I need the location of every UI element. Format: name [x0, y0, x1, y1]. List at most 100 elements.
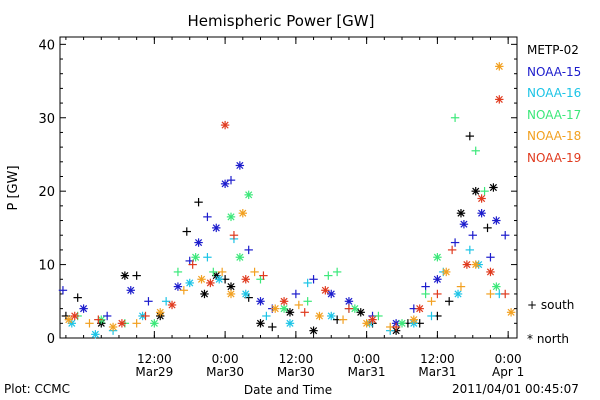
x-tick-label-date: Mar31 — [348, 365, 386, 379]
data-point-north — [173, 282, 183, 291]
series-noaa-17 — [73, 113, 501, 328]
data-point-south — [194, 197, 203, 207]
x-tick-label-time: 0:00 — [353, 352, 380, 366]
data-point-north — [462, 260, 472, 269]
data-point-south — [203, 253, 212, 262]
data-point-north — [194, 238, 203, 247]
data-point-south — [300, 308, 309, 317]
data-point-north — [486, 267, 495, 277]
y-tick-label: 10 — [38, 259, 55, 274]
data-point-south — [161, 297, 171, 306]
data-point-south — [262, 311, 271, 321]
data-point-north — [238, 208, 247, 218]
data-point-north — [279, 304, 289, 313]
legend-item-metp-02: METP-02 — [527, 43, 579, 57]
data-point-south — [468, 231, 477, 240]
data-point-south — [486, 289, 495, 299]
data-point-south — [291, 289, 301, 299]
data-point-north — [156, 308, 165, 317]
x-tick-label-date: Mar31 — [418, 365, 456, 379]
data-point-north — [495, 62, 504, 71]
data-point-north — [433, 253, 442, 262]
data-point-north — [285, 319, 295, 328]
data-point-south — [141, 311, 150, 321]
data-points — [58, 62, 516, 339]
data-point-north — [235, 253, 245, 262]
data-point-south — [421, 282, 430, 291]
data-point-south — [486, 253, 495, 262]
data-point-south — [501, 289, 510, 299]
data-point-north — [442, 267, 451, 277]
y-tick-label: 30 — [38, 112, 55, 127]
x-axis-label: Date and Time — [244, 383, 332, 397]
data-point-south — [182, 227, 191, 236]
data-point-south — [444, 297, 454, 306]
x-tick-label-time: 12:00 — [420, 352, 455, 366]
data-point-south — [226, 175, 236, 185]
data-point-south — [294, 300, 304, 310]
data-point-south — [374, 311, 383, 321]
data-point-north — [167, 300, 177, 310]
data-point-south — [229, 231, 239, 240]
data-point-south — [450, 238, 460, 247]
data-point-north — [271, 304, 280, 313]
data-point-south — [144, 297, 153, 306]
data-point-north — [409, 315, 419, 324]
data-point-north — [368, 315, 377, 324]
data-point-south — [85, 319, 94, 328]
data-point-south — [427, 311, 436, 321]
x-tick-label-time: 12:00 — [279, 352, 314, 366]
data-point-south — [471, 146, 480, 155]
data-point-north — [492, 282, 501, 291]
legend-item-noaa-16: NOAA-16 — [527, 86, 582, 100]
y-axis-label: P [GW] — [6, 165, 21, 210]
data-point-north — [456, 208, 466, 218]
data-point-south — [421, 289, 430, 299]
data-point-north — [70, 311, 79, 321]
data-point-north — [185, 278, 194, 288]
data-point-north — [108, 322, 118, 332]
data-point-south — [332, 267, 342, 277]
plot-frame — [59, 36, 518, 339]
data-point-north — [79, 304, 88, 313]
legend-item-noaa-19: NOAA-19 — [527, 150, 582, 165]
data-point-north — [492, 216, 501, 225]
y-tick-label: 40 — [38, 38, 55, 53]
data-point-south — [465, 131, 475, 141]
footer-timestamp: 2011/04/01 00:45:07 — [452, 382, 579, 396]
series-noaa-19 — [70, 95, 510, 332]
data-point-north — [220, 120, 230, 130]
y-tick-label: 0 — [47, 332, 55, 347]
chart-title: Hemispheric Power [GW] — [188, 12, 375, 30]
data-point-south — [303, 278, 312, 288]
data-point-north — [215, 275, 224, 284]
data-point-north — [285, 308, 295, 317]
data-point-north — [241, 289, 250, 299]
data-point-north — [212, 223, 221, 233]
data-point-north — [91, 330, 100, 339]
data-point-north — [327, 289, 336, 299]
data-point-north — [256, 319, 265, 328]
data-point-south — [309, 275, 318, 284]
data-point-north — [226, 289, 236, 299]
data-point-north — [120, 271, 130, 280]
series-noaa-15 — [58, 161, 510, 328]
x-tick-label-time: 12:00 — [137, 352, 172, 366]
data-point-south — [501, 231, 510, 240]
data-point-north — [453, 289, 463, 299]
data-point-north — [64, 315, 74, 324]
data-point-south — [465, 245, 475, 255]
data-point-south — [203, 212, 212, 222]
data-point-north — [477, 208, 486, 218]
legend-item-noaa-18: NOAA-18 — [527, 129, 582, 143]
data-point-north — [256, 297, 265, 306]
data-point-south — [94, 315, 103, 324]
series-noaa-18 — [64, 62, 516, 332]
data-point-south — [268, 322, 277, 332]
data-point-north — [471, 260, 480, 269]
data-point-south — [179, 286, 189, 295]
data-point-south — [244, 245, 253, 255]
data-point-north — [477, 194, 486, 203]
data-point-north — [191, 253, 200, 262]
